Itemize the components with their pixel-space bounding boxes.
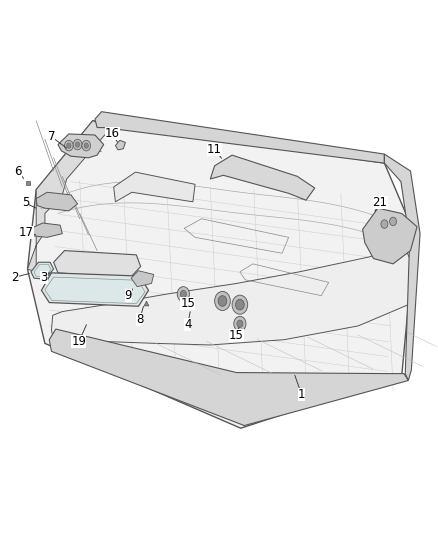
Text: 1: 1	[298, 389, 305, 401]
Text: 2: 2	[11, 271, 19, 284]
Text: 11: 11	[207, 143, 222, 156]
Polygon shape	[210, 155, 315, 200]
Circle shape	[390, 217, 396, 225]
Polygon shape	[31, 223, 62, 237]
Text: 4: 4	[184, 318, 191, 332]
Polygon shape	[51, 245, 411, 345]
Polygon shape	[58, 134, 104, 158]
Circle shape	[218, 296, 227, 306]
Text: 21: 21	[373, 196, 388, 209]
Polygon shape	[36, 192, 78, 211]
Polygon shape	[49, 329, 408, 425]
Circle shape	[82, 140, 91, 151]
Polygon shape	[95, 112, 385, 163]
Text: 9: 9	[125, 289, 132, 302]
Polygon shape	[53, 251, 141, 278]
Polygon shape	[363, 208, 417, 264]
Text: 5: 5	[21, 196, 29, 209]
Polygon shape	[116, 140, 125, 150]
Polygon shape	[28, 120, 415, 428]
Circle shape	[67, 143, 71, 148]
Polygon shape	[42, 273, 148, 306]
Text: 8: 8	[136, 313, 144, 326]
Text: 15: 15	[229, 329, 244, 342]
Circle shape	[215, 292, 230, 311]
Circle shape	[180, 290, 186, 298]
Text: 3: 3	[40, 271, 48, 284]
Circle shape	[237, 320, 243, 327]
Text: 16: 16	[105, 127, 120, 140]
Polygon shape	[131, 271, 154, 287]
Text: 19: 19	[71, 335, 86, 348]
Text: 7: 7	[48, 130, 55, 143]
Circle shape	[75, 142, 80, 147]
Circle shape	[381, 220, 388, 228]
Circle shape	[236, 300, 244, 310]
Polygon shape	[28, 120, 110, 272]
Circle shape	[64, 140, 73, 151]
Circle shape	[232, 295, 248, 314]
Circle shape	[84, 143, 88, 148]
Text: 15: 15	[180, 297, 195, 310]
Text: 17: 17	[19, 225, 34, 239]
Text: 6: 6	[14, 165, 21, 177]
Circle shape	[234, 317, 246, 331]
Circle shape	[177, 287, 189, 302]
Circle shape	[73, 139, 82, 150]
Polygon shape	[385, 154, 420, 381]
Polygon shape	[31, 262, 53, 279]
Polygon shape	[114, 172, 195, 202]
